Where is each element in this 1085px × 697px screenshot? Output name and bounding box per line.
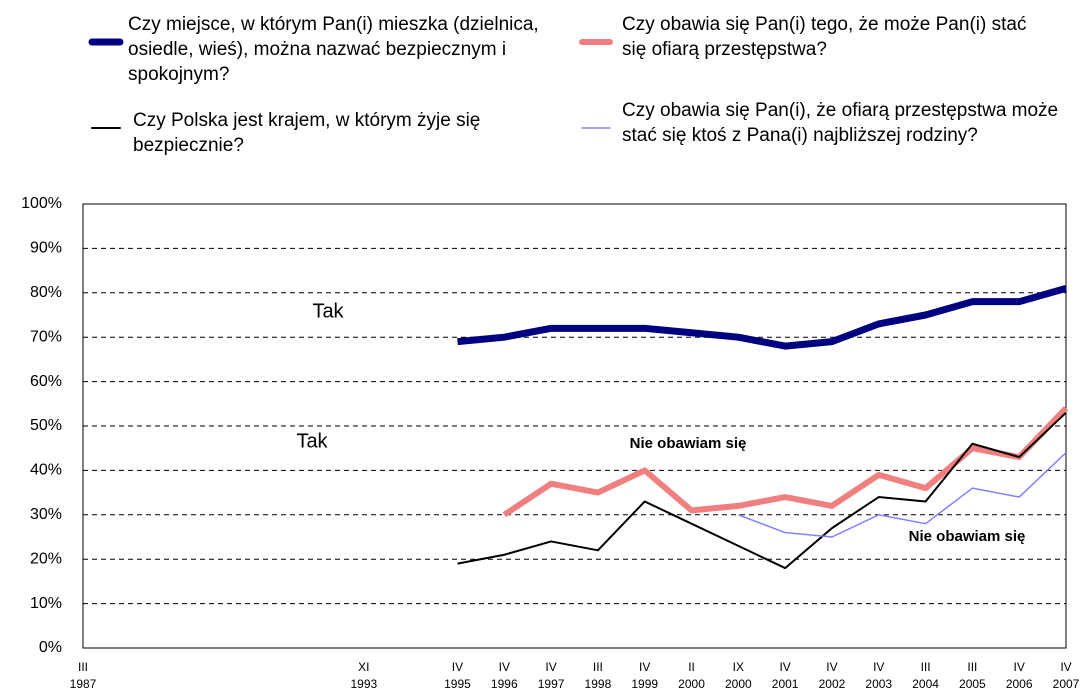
y-tick-label: 50% (30, 417, 62, 434)
x-tick-label: IV 1997 (538, 660, 565, 691)
annotation: Nie obawiam się (630, 435, 747, 452)
x-tick-label: XI 1993 (351, 660, 378, 691)
x-tick-label: IV 1995 (444, 660, 471, 691)
x-tick-label: III 2004 (912, 660, 939, 691)
y-tick-label: 60% (30, 373, 62, 390)
y-tick-label: 20% (30, 550, 62, 567)
series-line (457, 284, 1067, 350)
x-tick-label: IV 2006 (1006, 660, 1033, 691)
x-tick-label: IX 2000 (725, 660, 752, 691)
y-tick-label: 80% (30, 284, 62, 301)
x-tick-label: IV 1999 (631, 660, 658, 691)
y-tick-label: 70% (30, 328, 62, 345)
series-line (502, 406, 1069, 518)
legend-label: Czy obawia się Pan(i), że ofiarą przestę… (622, 100, 1059, 146)
legend-label: Czy miejsce, w którym Pan(i) mieszka (dz… (128, 14, 539, 85)
series-line (738, 452, 1067, 538)
plot-frame (82, 203, 1067, 649)
x-tick-label: IV 2003 (865, 660, 892, 691)
annotation: Tak (312, 300, 344, 322)
legend-label: Czy obawia się Pan(i) tego, że może Pan(… (622, 14, 1027, 60)
y-tick-label: 90% (30, 240, 62, 257)
y-tick-label: 100% (21, 195, 62, 212)
x-tick-label: IV 2001 (772, 660, 799, 691)
y-tick-label: 30% (30, 506, 62, 523)
x-tick-label: IV 2007 (1053, 660, 1080, 691)
x-tick-label: III 1987 (70, 660, 97, 691)
legend-label: Czy Polska jest krajem, w którym żyje si… (133, 110, 481, 156)
x-tick-label: III 2005 (959, 660, 986, 691)
annotation: Tak (296, 430, 328, 452)
series-line (457, 411, 1067, 570)
x-tick-label: III 1998 (585, 660, 612, 691)
y-tick-label: 40% (30, 462, 62, 479)
x-tick-label: IV 2002 (819, 660, 846, 691)
x-tick-label: II 2000 (678, 660, 705, 691)
y-tick-label: 10% (30, 595, 62, 612)
y-tick-label: 0% (39, 639, 62, 656)
x-tick-label: IV 1996 (491, 660, 518, 691)
annotation: Nie obawiam się (909, 528, 1026, 545)
